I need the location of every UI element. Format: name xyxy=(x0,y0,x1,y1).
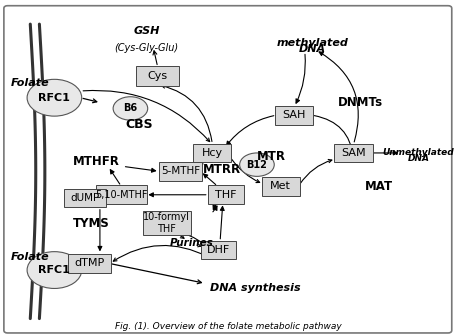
FancyBboxPatch shape xyxy=(136,66,179,86)
FancyBboxPatch shape xyxy=(143,211,191,235)
Text: RFC1: RFC1 xyxy=(38,265,70,275)
Ellipse shape xyxy=(27,79,81,116)
Text: Unmethylated: Unmethylated xyxy=(382,149,454,158)
Text: MTR: MTR xyxy=(257,150,286,163)
Text: GSH: GSH xyxy=(133,26,160,36)
Text: Purines: Purines xyxy=(170,238,214,248)
Text: 5-MTHF: 5-MTHF xyxy=(161,166,200,176)
FancyBboxPatch shape xyxy=(96,185,147,204)
FancyBboxPatch shape xyxy=(68,254,111,273)
Text: methylated: methylated xyxy=(276,38,349,47)
Text: DNA synthesis: DNA synthesis xyxy=(210,284,300,293)
Text: Cys: Cys xyxy=(148,71,168,81)
Text: 5,10-MTHF: 5,10-MTHF xyxy=(95,190,148,200)
Text: THF: THF xyxy=(215,190,237,200)
Text: CBS: CBS xyxy=(126,118,153,131)
FancyBboxPatch shape xyxy=(262,177,300,196)
Text: Hcy: Hcy xyxy=(202,148,223,158)
Text: MTHFR: MTHFR xyxy=(73,155,120,168)
Text: SAM: SAM xyxy=(341,148,366,158)
Ellipse shape xyxy=(240,153,274,176)
Text: (Cys-Gly-Glu): (Cys-Gly-Glu) xyxy=(114,43,178,52)
Ellipse shape xyxy=(113,97,148,120)
FancyBboxPatch shape xyxy=(207,185,244,204)
Text: DNA: DNA xyxy=(407,155,430,164)
Text: MTRR: MTRR xyxy=(202,163,240,176)
Text: B12: B12 xyxy=(246,160,268,170)
FancyBboxPatch shape xyxy=(275,106,313,125)
Text: DNMTs: DNMTs xyxy=(338,96,382,109)
Text: Folate: Folate xyxy=(11,78,50,88)
Ellipse shape xyxy=(27,252,81,289)
Text: SAH: SAH xyxy=(282,110,306,120)
FancyBboxPatch shape xyxy=(200,241,236,259)
Text: 10-formyl
THF: 10-formyl THF xyxy=(144,212,190,234)
FancyBboxPatch shape xyxy=(334,143,373,162)
Text: Met: Met xyxy=(270,181,291,192)
Text: dTMP: dTMP xyxy=(75,258,105,268)
Text: Fig. (1). Overview of the folate metabolic pathway: Fig. (1). Overview of the folate metabol… xyxy=(115,323,342,331)
Text: dUMP: dUMP xyxy=(70,193,100,203)
FancyBboxPatch shape xyxy=(193,143,232,162)
Text: DHF: DHF xyxy=(206,245,230,255)
FancyBboxPatch shape xyxy=(63,189,106,208)
FancyBboxPatch shape xyxy=(159,162,202,181)
Text: MAT: MAT xyxy=(365,180,393,193)
Text: RFC1: RFC1 xyxy=(38,93,70,103)
Text: B6: B6 xyxy=(123,103,138,114)
Text: DNA: DNA xyxy=(299,44,326,54)
Text: Folate: Folate xyxy=(11,252,50,262)
Text: TYMS: TYMS xyxy=(73,217,110,230)
FancyBboxPatch shape xyxy=(4,6,452,333)
